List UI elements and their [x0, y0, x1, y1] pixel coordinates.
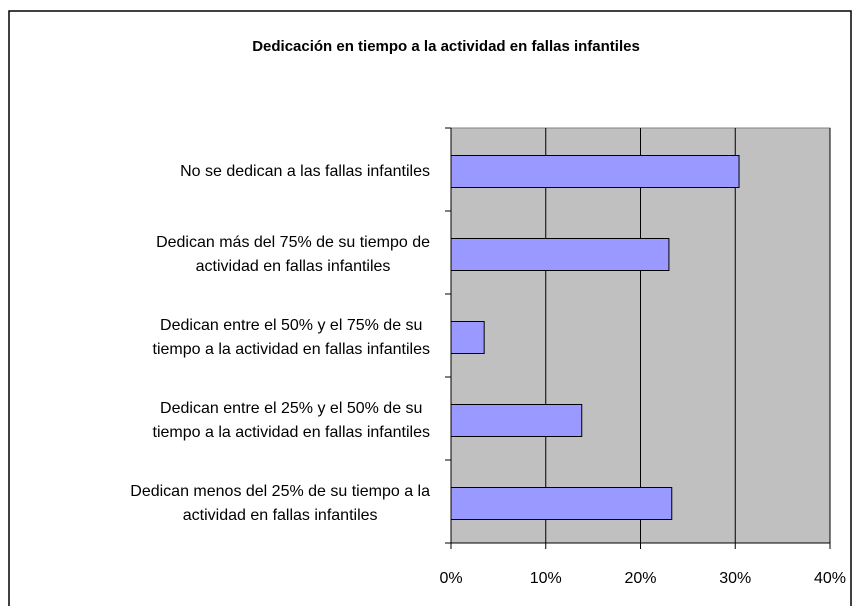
bar — [450, 487, 673, 520]
x-tick-label: 30% — [719, 570, 751, 587]
x-tick-label: 20% — [624, 570, 656, 587]
x-tick-label: 10% — [530, 570, 562, 587]
y-tick-label: No se dedican a las fallas infantiles — [180, 162, 430, 180]
x-tick-label: 40% — [814, 570, 846, 587]
bar — [450, 404, 583, 437]
y-tick-label: Dedican más del 75% de su tiempo de acti… — [156, 233, 430, 275]
bar — [450, 155, 740, 188]
bar — [450, 321, 485, 354]
chart-title: Dedicación en tiempo a la actividad en f… — [252, 38, 640, 55]
x-tick-label: 0% — [439, 570, 462, 587]
bar — [450, 238, 670, 271]
y-tick-label: Dedican entre el 25% y el 50% de su tiem… — [152, 399, 431, 441]
y-tick-label: Dedican entre el 50% y el 75% de su tiem… — [152, 316, 431, 358]
y-tick-label: Dedican menos del 25% de su tiempo a la … — [130, 482, 430, 524]
